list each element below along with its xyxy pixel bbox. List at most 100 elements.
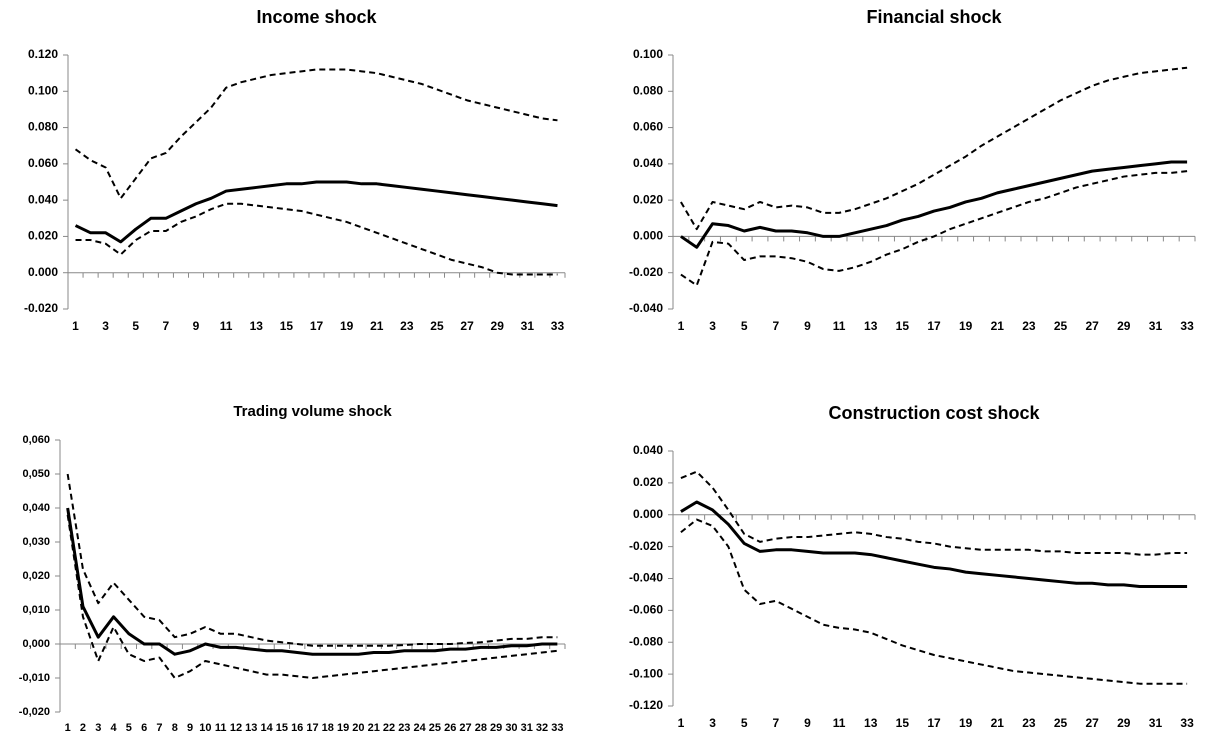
x-tick-label: 21 [370, 319, 384, 333]
x-tick-label: 29 [490, 722, 502, 734]
x-tick-label: 11 [833, 319, 846, 333]
x-tick-label: 17 [927, 716, 941, 730]
x-tick-label: 25 [1054, 319, 1068, 333]
x-tick-label: 7 [163, 319, 170, 333]
x-tick-label: 19 [959, 319, 973, 333]
x-tick-label: 13 [864, 319, 878, 333]
y-tick-label: 0.020 [28, 229, 58, 243]
x-tick-label: 25 [430, 319, 444, 333]
x-tick-label: 17 [310, 319, 324, 333]
y-tick-label: 0,050 [22, 468, 50, 480]
series-line [680, 470, 1188, 556]
x-tick-label: 12 [230, 722, 242, 734]
x-tick-label: 23 [398, 722, 410, 734]
x-tick-label: 21 [991, 319, 1005, 333]
x-tick-label: 15 [896, 716, 910, 730]
x-tick-label: 33 [1180, 716, 1194, 730]
series-line [680, 518, 1188, 685]
y-tick-label: -0.020 [629, 539, 663, 553]
y-tick-label: -0.040 [629, 571, 663, 585]
y-tick-label: 0.020 [633, 475, 663, 489]
x-tick-label: 1 [678, 319, 685, 333]
x-tick-label: 3 [102, 319, 109, 333]
y-tick-label: 0.000 [633, 507, 663, 521]
x-tick-label: 5 [741, 319, 748, 333]
x-tick-label: 1 [678, 716, 685, 730]
y-tick-label: 0.060 [633, 120, 663, 134]
y-tick-label: 0,030 [22, 536, 50, 548]
x-tick-label: 26 [444, 722, 456, 734]
series-line [680, 66, 1188, 231]
x-tick-label: 11 [833, 716, 846, 730]
y-tick-label: -0.120 [629, 698, 663, 712]
x-tick-label: 31 [1149, 716, 1163, 730]
y-tick-label: 0,060 [22, 434, 50, 446]
x-tick-label: 20 [352, 722, 364, 734]
x-tick-label: 6 [141, 722, 147, 734]
x-tick-label: 31 [521, 319, 535, 333]
x-tick-label: 27 [1086, 319, 1100, 333]
series-line [66, 507, 558, 656]
x-tick-label: 8 [172, 722, 178, 734]
x-tick-label: 25 [1054, 716, 1068, 730]
x-tick-label: 27 [460, 319, 474, 333]
x-tick-label: 3 [95, 722, 101, 734]
x-tick-label: 31 [1149, 319, 1163, 333]
x-tick-label: 19 [340, 319, 354, 333]
x-tick-label: 3 [709, 319, 716, 333]
x-tick-label: 23 [1022, 716, 1036, 730]
y-tick-label: -0.040 [629, 301, 663, 315]
y-tick-label: 0.000 [28, 265, 58, 279]
x-tick-label: 17 [927, 319, 941, 333]
x-tick-label: 19 [337, 722, 349, 734]
x-tick-label: 27 [1086, 716, 1100, 730]
series-line [75, 202, 558, 276]
x-tick-label: 5 [126, 722, 132, 734]
y-tick-label: 0.020 [633, 192, 663, 206]
series-line [74, 68, 558, 200]
x-tick-label: 4 [110, 722, 117, 734]
x-tick-label: 32 [536, 722, 548, 734]
x-tick-label: 2 [80, 722, 86, 734]
x-tick-label: 21 [991, 716, 1005, 730]
x-tick-label: 7 [772, 319, 779, 333]
x-tick-label: 5 [741, 716, 748, 730]
x-tick-label: 33 [551, 722, 563, 734]
y-tick-label: 0.040 [28, 192, 58, 206]
y-tick-label: -0.100 [629, 666, 663, 680]
x-tick-label: 33 [1180, 319, 1194, 333]
series-line [74, 180, 558, 244]
y-tick-label: 0.080 [28, 120, 58, 134]
y-tick-label: 0,010 [22, 604, 50, 616]
x-tick-label: 9 [804, 319, 811, 333]
y-tick-label: 0,000 [22, 638, 50, 650]
series-line [680, 500, 1188, 588]
y-tick-label: 0.080 [633, 83, 663, 97]
x-tick-label: 25 [429, 722, 441, 734]
chart-title: Trading volume shock [233, 403, 392, 420]
y-tick-label: 0,020 [22, 570, 50, 582]
x-tick-label: 9 [804, 716, 811, 730]
x-tick-label: 21 [368, 722, 380, 734]
chart-title: Income shock [256, 7, 377, 27]
x-tick-label: 9 [187, 722, 193, 734]
x-tick-label: 30 [505, 722, 517, 734]
y-tick-label: 0.120 [28, 47, 58, 61]
y-tick-label: -0.020 [24, 301, 58, 315]
x-tick-label: 13 [864, 716, 878, 730]
y-tick-label: 0.060 [28, 156, 58, 170]
x-tick-label: 9 [193, 319, 200, 333]
x-tick-label: 27 [459, 722, 471, 734]
x-tick-label: 1 [72, 319, 79, 333]
x-tick-label: 17 [306, 722, 318, 734]
y-tick-label: -0,010 [19, 672, 50, 684]
x-tick-label: 7 [156, 722, 162, 734]
y-tick-label: 0.040 [633, 443, 663, 457]
y-tick-label: 0.100 [28, 83, 58, 97]
x-tick-label: 13 [250, 319, 264, 333]
chart-title: Financial shock [866, 7, 1002, 27]
x-tick-label: 11 [220, 319, 233, 333]
chart-title: Construction cost shock [828, 403, 1040, 423]
